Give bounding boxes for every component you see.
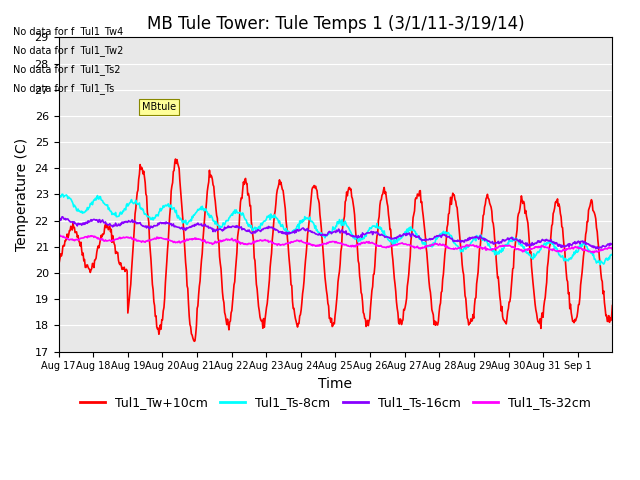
Tul1_Ts-32cm bbox=[250, 239, 257, 244]
Text: No data for f  Tul1_Ts: No data for f Tul1_Ts bbox=[13, 83, 114, 94]
Line: Tul1_Ts-32cm: Tul1_Ts-32cm bbox=[58, 234, 612, 253]
X-axis label: Time: Time bbox=[319, 377, 353, 391]
Tul1_Ts-16cm bbox=[592, 246, 600, 252]
Tul1_Ts-32cm bbox=[120, 235, 128, 241]
Text: No data for f  Tul1_Tw2: No data for f Tul1_Tw2 bbox=[13, 45, 123, 56]
Tul1_Tw+10cm bbox=[191, 338, 198, 344]
Tul1_Tw+10cm bbox=[609, 303, 616, 309]
Tul1_Ts-32cm bbox=[222, 236, 230, 242]
Tul1_Ts-16cm bbox=[609, 240, 616, 246]
Tul1_Ts-8cm bbox=[271, 212, 278, 218]
Tul1_Ts-8cm bbox=[58, 192, 66, 197]
Tul1_Ts-16cm bbox=[120, 219, 128, 225]
Tul1_Ts-32cm bbox=[271, 241, 278, 247]
Tul1_Tw+10cm bbox=[250, 255, 258, 261]
Tul1_Ts-16cm bbox=[222, 225, 230, 231]
Tul1_Ts-8cm bbox=[394, 240, 401, 245]
Tul1_Ts-16cm bbox=[424, 237, 432, 243]
Legend: Tul1_Tw+10cm, Tul1_Ts-8cm, Tul1_Ts-16cm, Tul1_Ts-32cm: Tul1_Tw+10cm, Tul1_Ts-8cm, Tul1_Ts-16cm,… bbox=[75, 391, 596, 414]
Text: No data for f  Tul1_Ts2: No data for f Tul1_Ts2 bbox=[13, 64, 120, 75]
Title: MB Tule Tower: Tule Temps 1 (3/1/11-3/19/14): MB Tule Tower: Tule Temps 1 (3/1/11-3/19… bbox=[147, 15, 524, 33]
Tul1_Ts-16cm bbox=[250, 229, 257, 235]
Tul1_Ts-16cm bbox=[394, 234, 401, 240]
Tul1_Ts-32cm bbox=[394, 242, 401, 248]
Tul1_Tw+10cm bbox=[120, 266, 127, 272]
Tul1_Ts-8cm bbox=[120, 206, 128, 212]
Tul1_Tw+10cm bbox=[54, 260, 62, 265]
Tul1_Ts-16cm bbox=[54, 215, 62, 221]
Tul1_Tw+10cm bbox=[172, 156, 179, 162]
Tul1_Ts-32cm bbox=[609, 244, 616, 250]
Tul1_Ts-8cm bbox=[54, 196, 62, 202]
Text: No data for f  Tul1_Tw4: No data for f Tul1_Tw4 bbox=[13, 25, 123, 36]
Line: Tul1_Ts-16cm: Tul1_Ts-16cm bbox=[58, 217, 612, 249]
Tul1_Ts-32cm bbox=[590, 250, 598, 256]
Tul1_Tw+10cm bbox=[394, 310, 402, 316]
Tul1_Tw+10cm bbox=[271, 208, 279, 214]
Tul1_Ts-16cm bbox=[58, 214, 66, 220]
Line: Tul1_Tw+10cm: Tul1_Tw+10cm bbox=[58, 159, 612, 341]
Line: Tul1_Ts-8cm: Tul1_Ts-8cm bbox=[58, 194, 612, 264]
Tul1_Ts-8cm bbox=[424, 243, 432, 249]
Y-axis label: Temperature (C): Temperature (C) bbox=[15, 138, 29, 251]
Tul1_Ts-32cm bbox=[54, 232, 62, 238]
Tul1_Ts-16cm bbox=[271, 226, 278, 231]
Tul1_Tw+10cm bbox=[223, 322, 230, 327]
Tul1_Tw+10cm bbox=[425, 278, 433, 284]
Tul1_Ts-32cm bbox=[56, 231, 63, 237]
Tul1_Ts-8cm bbox=[250, 226, 257, 232]
Tul1_Ts-8cm bbox=[596, 262, 604, 267]
Tul1_Ts-8cm bbox=[609, 252, 616, 258]
Text: MBtule: MBtule bbox=[141, 102, 176, 112]
Tul1_Ts-32cm bbox=[424, 243, 432, 249]
Tul1_Ts-8cm bbox=[222, 218, 230, 224]
